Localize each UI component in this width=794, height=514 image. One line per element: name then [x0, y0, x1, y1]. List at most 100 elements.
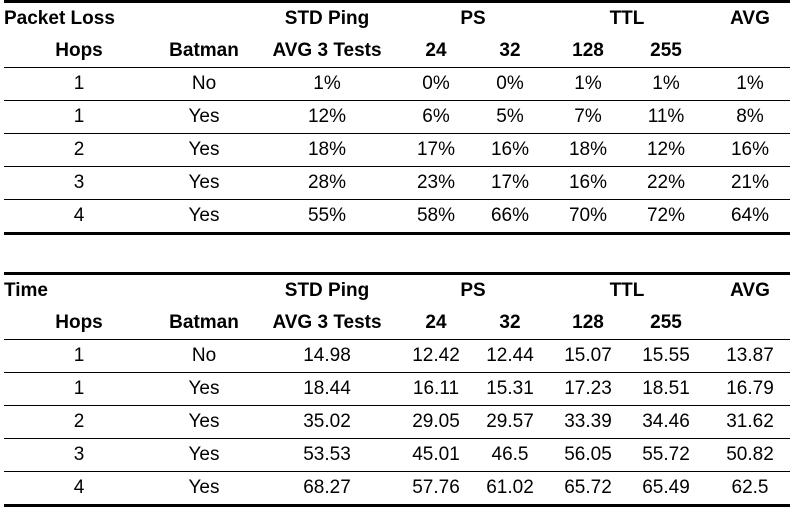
ttl128-header: 128 [572, 40, 604, 61]
ps32-cell: 66% [490, 205, 530, 226]
ttl128-cell: 56.05 [564, 444, 612, 465]
hops-header: Hops [55, 40, 103, 61]
batman-cell: Yes [188, 205, 220, 226]
avg-header: AVG [730, 8, 770, 29]
ps-header: PS [460, 280, 486, 301]
batman-cell: Yes [188, 172, 220, 193]
ttl-header: TTL [609, 8, 645, 29]
table-row: 3 Yes 28% 23% 17% 16% 22% 21% [4, 167, 790, 200]
batman-cell: Yes [188, 139, 220, 160]
table-body: 1 No 14.98 12.42 12.44 15.07 15.55 13.87 1 Yes 18.… [4, 340, 790, 504]
time-table: Time STD Ping PS TTL AVG Hops Batman AVG… [4, 272, 790, 507]
header-row-1: Packet Loss STD Ping PS TTL AVG [4, 3, 790, 35]
batman-cell: Yes [188, 411, 220, 432]
std-ping-cell: 1% [313, 73, 341, 94]
hops-cell: 4 [73, 205, 85, 226]
header-rule [4, 339, 790, 340]
batman-cell: No [191, 73, 217, 94]
ps32-cell: 5% [496, 106, 524, 127]
avg-cell: 31.62 [726, 411, 774, 432]
ps24-header: 24 [425, 40, 447, 61]
hops-cell: 1 [73, 378, 85, 399]
ttl128-cell: 18% [568, 139, 608, 160]
table-row: 4 Yes 55% 58% 66% 70% 72% 64% [4, 200, 790, 232]
ps32-cell: 46.5 [491, 444, 529, 465]
ps32-cell: 0% [496, 73, 524, 94]
avg3-header: AVG 3 Tests [272, 40, 382, 61]
avg-cell: 1% [736, 73, 764, 94]
ttl128-cell: 1% [574, 73, 602, 94]
ps32-cell: 16% [490, 139, 530, 160]
std-ping-cell: 35.02 [303, 411, 351, 432]
std-ping-cell: 12% [307, 106, 347, 127]
ttl255-header: 255 [650, 40, 682, 61]
avg-cell: 64% [730, 205, 770, 226]
ttl255-cell: 18.51 [642, 378, 690, 399]
ps32-cell: 15.31 [486, 378, 534, 399]
table-title: Packet Loss [4, 8, 115, 29]
avg-header: AVG [730, 280, 770, 301]
table-title: Time [4, 280, 49, 301]
batman-header: Batman [169, 40, 239, 61]
avg-cell: 13.87 [726, 345, 774, 366]
ttl128-cell: 7% [574, 106, 602, 127]
batman-cell: Yes [188, 106, 220, 127]
ttl128-cell: 65.72 [564, 477, 612, 498]
ps24-cell: 16.11 [412, 378, 460, 399]
hops-cell: 1 [73, 345, 85, 366]
ps24-header: 24 [425, 312, 447, 333]
std-ping-cell: 53.53 [303, 444, 351, 465]
ps24-cell: 17% [416, 139, 456, 160]
hops-cell: 4 [73, 477, 85, 498]
std-ping-cell: 18.44 [303, 378, 351, 399]
ttl255-cell: 72% [646, 205, 686, 226]
header-row-2: Hops Batman AVG 3 Tests 24 32 128 255 [4, 307, 790, 339]
ps24-cell: 45.01 [412, 444, 460, 465]
avg-cell: 8% [736, 106, 764, 127]
table-row: 1 Yes 12% 6% 5% 7% 11% 8% [4, 101, 790, 134]
ttl128-cell: 70% [568, 205, 608, 226]
hops-header: Hops [55, 312, 103, 333]
std-ping-cell: 28% [307, 172, 347, 193]
batman-header: Batman [169, 312, 239, 333]
table-body: 1 No 1% 0% 0% 1% 1% 1% 1 Yes 12% 6% 5% 7% 11% 8% 2 Yes 18%… [4, 68, 790, 232]
ps32-header: 32 [499, 312, 521, 333]
hops-cell: 2 [73, 139, 85, 160]
ps32-cell: 17% [490, 172, 530, 193]
hops-cell: 2 [73, 411, 85, 432]
ttl255-cell: 55.72 [642, 444, 690, 465]
table-row: 1 Yes 18.44 16.11 15.31 17.23 18.51 16.79 [4, 373, 790, 406]
table-row: 1 No 1% 0% 0% 1% 1% 1% [4, 68, 790, 101]
bottom-rule [4, 504, 790, 507]
batman-cell: No [191, 345, 217, 366]
std-ping-cell: 55% [307, 205, 347, 226]
ttl128-cell: 16% [568, 172, 608, 193]
ps32-cell: 12.44 [486, 345, 534, 366]
std-ping-cell: 18% [307, 139, 347, 160]
ttl255-cell: 22% [646, 172, 686, 193]
avg-cell: 21% [730, 172, 770, 193]
avg-cell: 16.79 [726, 378, 774, 399]
table-row: 4 Yes 68.27 57.76 61.02 65.72 65.49 62.5 [4, 472, 790, 504]
ttl128-cell: 17.23 [564, 378, 612, 399]
ttl255-header: 255 [650, 312, 682, 333]
ps32-cell: 29.57 [486, 411, 534, 432]
hops-cell: 3 [73, 172, 85, 193]
ttl128-header: 128 [572, 312, 604, 333]
table-row: 3 Yes 53.53 45.01 46.5 56.05 55.72 50.82 [4, 439, 790, 472]
hops-cell: 1 [73, 73, 85, 94]
ps24-cell: 29.05 [412, 411, 460, 432]
table-row: 2 Yes 18% 17% 16% 18% 12% 16% [4, 134, 790, 167]
ps24-cell: 23% [416, 172, 456, 193]
packet-loss-table: Packet Loss STD Ping PS TTL AVG Hops Bat… [4, 0, 790, 235]
ps24-cell: 57.76 [412, 477, 460, 498]
ttl255-cell: 65.49 [642, 477, 690, 498]
ps-header: PS [460, 8, 486, 29]
ttl255-cell: 15.55 [642, 345, 690, 366]
ps24-cell: 58% [416, 205, 456, 226]
ps32-cell: 61.02 [486, 477, 534, 498]
ttl-header: TTL [609, 280, 645, 301]
ps24-cell: 0% [422, 73, 450, 94]
hops-cell: 3 [73, 444, 85, 465]
ttl255-cell: 1% [652, 73, 680, 94]
